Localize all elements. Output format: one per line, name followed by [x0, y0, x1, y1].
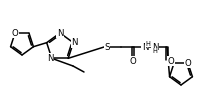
Text: N: N [71, 38, 78, 47]
Text: N: N [47, 54, 54, 63]
Text: N: N [57, 28, 63, 38]
Text: O: O [185, 59, 191, 68]
Text: H: H [146, 41, 150, 47]
Text: H: H [152, 48, 157, 54]
Text: O: O [12, 29, 18, 38]
Text: O: O [130, 57, 136, 65]
Text: N: N [152, 42, 158, 51]
Text: S: S [104, 42, 110, 51]
Text: N: N [142, 42, 148, 51]
Text: O: O [168, 57, 174, 65]
